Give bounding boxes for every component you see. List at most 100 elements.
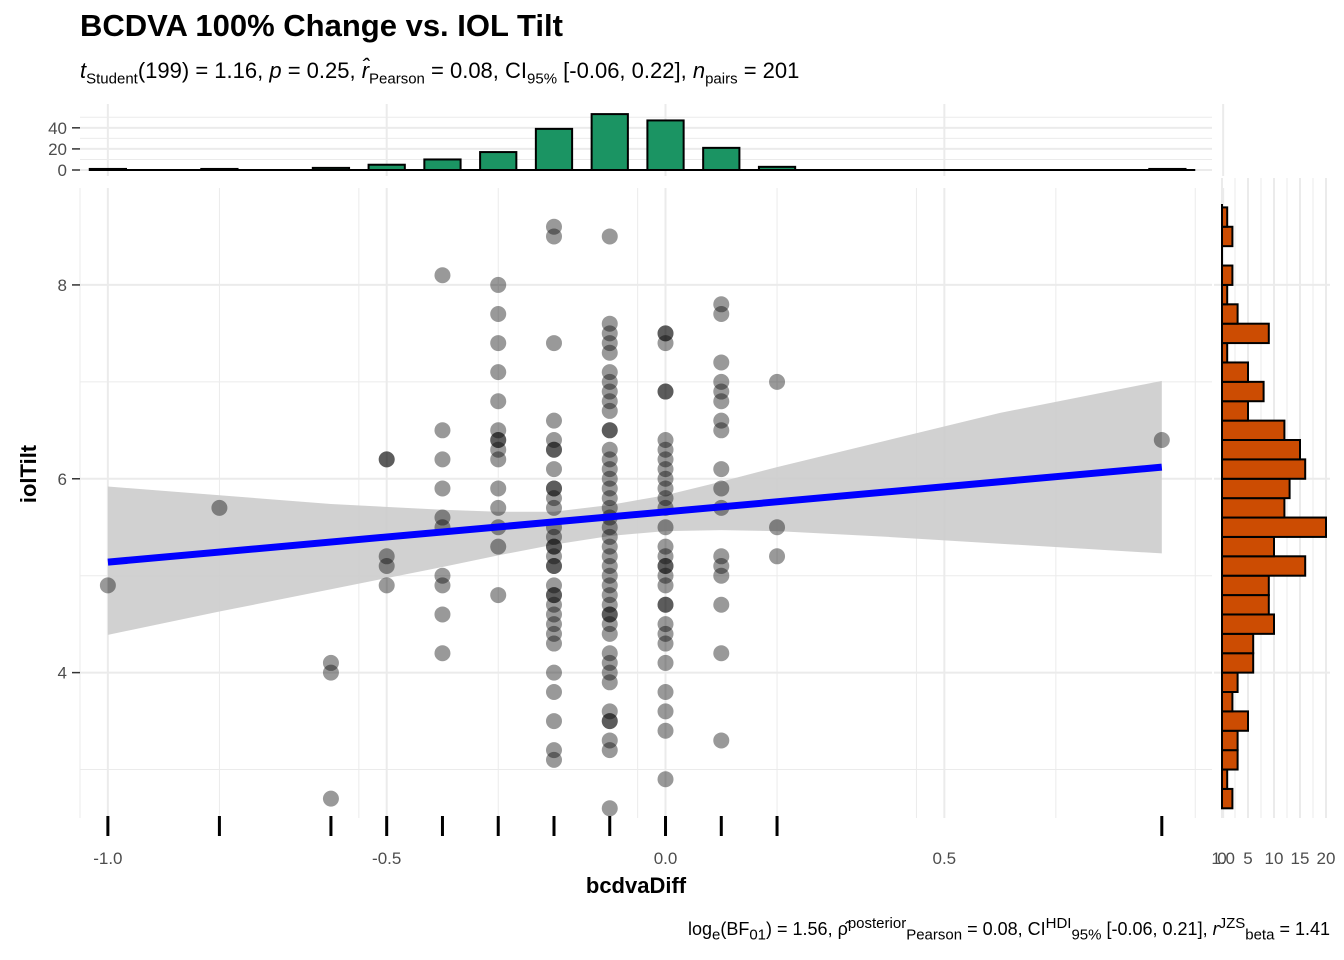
y-hist-bar (1221, 652, 1255, 674)
data-point (657, 461, 674, 478)
data-point (601, 383, 618, 400)
y-hist-bar (1221, 768, 1229, 790)
data-point (378, 451, 395, 468)
data-point (601, 422, 618, 439)
data-point (545, 596, 562, 613)
y-tick-label: 6 (58, 470, 67, 489)
rug-marks (106, 816, 1164, 836)
data-point (657, 335, 674, 352)
data-point (322, 654, 339, 671)
data-point (713, 412, 730, 429)
x-hist-bar (367, 163, 406, 172)
y-hist-tick-label: 20 (1317, 849, 1336, 868)
data-point (490, 422, 507, 439)
y-hist-bar (1221, 555, 1307, 577)
y-hist-bar (1221, 477, 1291, 500)
x-hist-bar (200, 167, 239, 171)
y-hist-bar (1221, 787, 1234, 810)
data-point (601, 625, 618, 642)
data-point (434, 422, 451, 439)
data-point (601, 499, 618, 516)
data-point (490, 393, 507, 410)
data-point (713, 645, 730, 662)
data-point (490, 364, 507, 381)
y-hist-bar (1221, 419, 1286, 442)
x-tick-label: 0.0 (654, 849, 678, 868)
data-point (434, 451, 451, 468)
data-point (713, 567, 730, 584)
x-axis-title: bcdvaDiff (586, 873, 687, 898)
data-point (601, 567, 618, 584)
data-point (601, 528, 618, 545)
data-point (545, 218, 562, 235)
data-point (545, 587, 562, 604)
data-point (601, 645, 618, 662)
data-point (601, 490, 618, 507)
data-point (657, 577, 674, 594)
data-point (657, 538, 674, 555)
data-point (657, 654, 674, 671)
data-point (545, 558, 562, 574)
data-point (657, 383, 674, 400)
x-tick-label: -1.0 (93, 849, 122, 868)
data-point (713, 558, 730, 574)
y-hist-bar (1221, 439, 1301, 461)
data-point (601, 441, 618, 458)
data-point (601, 548, 618, 565)
data-point (545, 635, 562, 652)
x-hist-bar (646, 119, 685, 171)
data-point (601, 732, 618, 749)
y-hist-bar (1221, 342, 1229, 364)
y-hist-tick-label: 5 (1243, 849, 1252, 868)
data-point (545, 412, 562, 429)
data-point (657, 470, 674, 487)
data-point (601, 664, 618, 681)
data-point (601, 606, 618, 623)
y-hist-bar (1221, 303, 1239, 325)
data-point (434, 480, 451, 497)
data-point (601, 393, 618, 410)
data-point (545, 742, 562, 759)
ci-band-area (107, 380, 1162, 635)
data-point (657, 567, 674, 584)
data-point (657, 722, 674, 739)
data-point (601, 606, 618, 623)
data-point (769, 519, 786, 536)
y-hist-bar (1221, 691, 1234, 713)
data-point (601, 402, 618, 419)
y-tick-label: 4 (58, 664, 67, 683)
data-point (601, 325, 618, 342)
data-point (713, 480, 730, 497)
y-hist-bar (1221, 516, 1327, 538)
x-hist-bar (702, 146, 741, 171)
data-point (601, 654, 618, 671)
data-point (657, 616, 674, 633)
data-point (657, 490, 674, 507)
data-point (99, 577, 116, 594)
y-hist-tick-label: 10 (1265, 849, 1284, 868)
chart-title: BCDVA 100% Change vs. IOL Tilt (80, 8, 563, 43)
data-point (378, 451, 395, 468)
data-point (545, 490, 562, 507)
data-point (657, 596, 674, 613)
y-hist-bar (1221, 574, 1270, 597)
data-point (657, 441, 674, 458)
data-point (434, 645, 451, 662)
data-point (490, 451, 507, 468)
y-hist-bar (1221, 400, 1249, 422)
data-point (601, 335, 618, 352)
y-marginal-histogram: 0 5 10 15 20 (1214, 178, 1335, 868)
data-point (601, 703, 618, 720)
data-point (545, 751, 562, 768)
y-hist-bar (1221, 613, 1275, 635)
data-point (545, 228, 562, 245)
confidence-band (107, 380, 1162, 635)
data-point (545, 528, 562, 545)
y-tick-label: 8 (58, 276, 67, 295)
data-point (545, 441, 562, 458)
data-point (378, 548, 395, 565)
y-axis-title: iolTilt (16, 444, 41, 503)
data-point (211, 499, 228, 516)
data-point (490, 587, 507, 604)
